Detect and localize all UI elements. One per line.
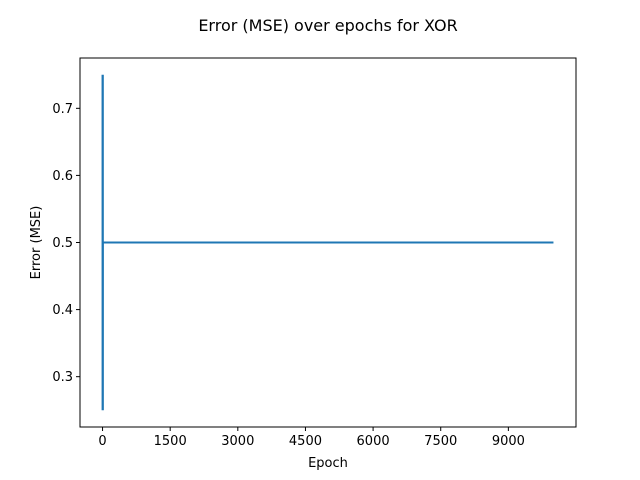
x-axis-ticks: 0 1500 3000 4500 6000 7500 9000 <box>98 427 525 449</box>
chart-title: Error (MSE) over epochs for XOR <box>198 16 457 35</box>
x-axis-label: Epoch <box>308 456 348 471</box>
x-tick-label: 3000 <box>221 434 254 449</box>
y-tick-label: 0.4 <box>52 303 73 318</box>
x-tick-label: 4500 <box>289 434 322 449</box>
y-tick-label: 0.3 <box>52 370 73 385</box>
plot-frame <box>79 57 577 428</box>
series-line-0 <box>101 74 554 411</box>
y-axis-ticks: 0.3 0.4 0.5 0.6 0.7 <box>52 102 80 385</box>
x-tick-label: 6000 <box>357 434 390 449</box>
x-tick-label: 7500 <box>424 434 457 449</box>
x-tick-label: 9000 <box>492 434 525 449</box>
x-tick-label: 1500 <box>154 434 187 449</box>
x-tick-label: 0 <box>98 434 106 449</box>
plot-layer <box>101 74 554 411</box>
y-axis-label: Error (MSE) <box>29 206 44 280</box>
y-tick-label: 0.7 <box>52 102 73 117</box>
y-tick-label: 0.6 <box>52 169 73 184</box>
y-tick-label: 0.5 <box>52 236 73 251</box>
